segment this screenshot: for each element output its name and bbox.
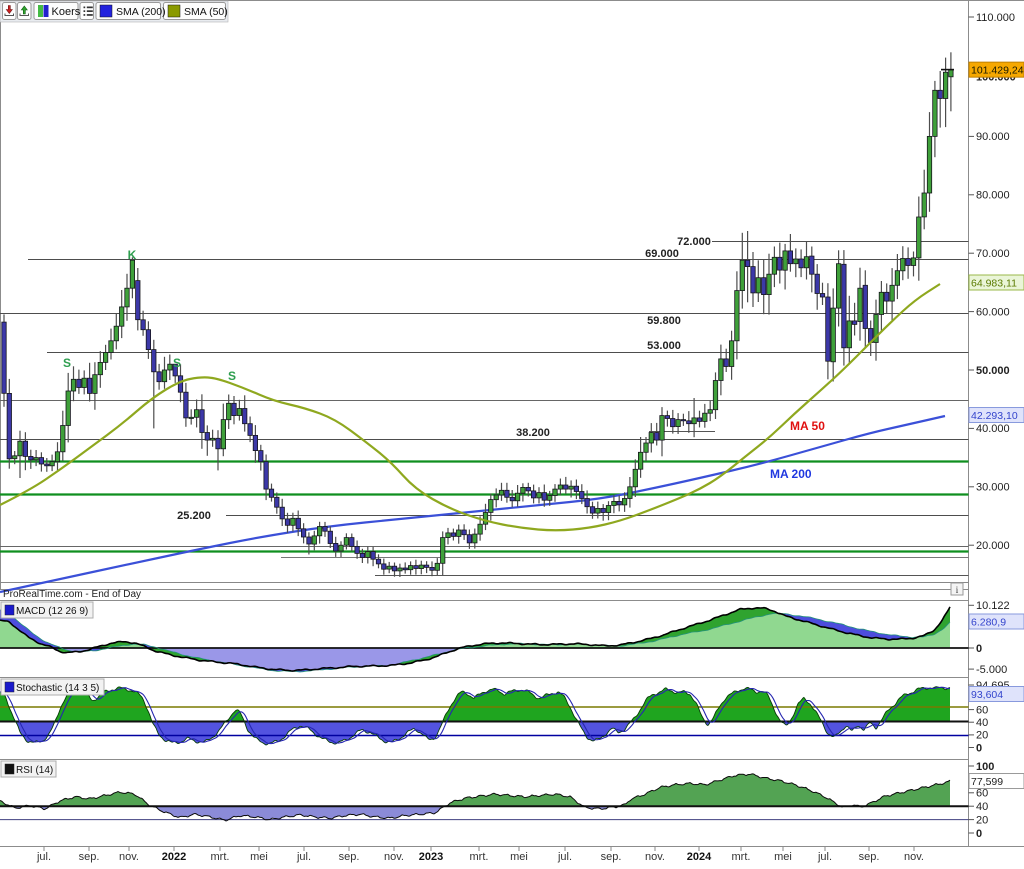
svg-text:0: 0 (976, 643, 982, 655)
svg-text:2024: 2024 (687, 851, 712, 863)
svg-text:80.000: 80.000 (976, 190, 1010, 202)
svg-text:MA 50: MA 50 (790, 419, 825, 433)
svg-text:77,599: 77,599 (971, 776, 1003, 788)
svg-text:jul.: jul. (557, 851, 572, 863)
svg-text:30.000: 30.000 (976, 482, 1010, 494)
svg-text:2023: 2023 (419, 851, 443, 863)
svg-text:jul.: jul. (817, 851, 832, 863)
svg-text:S: S (173, 356, 181, 370)
svg-text:64.983,11: 64.983,11 (971, 277, 1017, 289)
svg-text:jul.: jul. (36, 851, 51, 863)
svg-text:RSI (14): RSI (14) (16, 765, 53, 776)
svg-text:50.000: 50.000 (976, 365, 1010, 377)
svg-text:sep.: sep. (339, 851, 360, 863)
svg-text:Stochastic (14 3 5): Stochastic (14 3 5) (16, 683, 99, 694)
svg-text:38.200: 38.200 (516, 427, 550, 439)
svg-text:59.800: 59.800 (647, 315, 681, 327)
svg-text:nov.: nov. (119, 851, 139, 863)
svg-text:sep.: sep. (601, 851, 622, 863)
svg-text:100: 100 (976, 761, 994, 773)
svg-text:mei: mei (774, 851, 792, 863)
svg-text:42.293,10: 42.293,10 (971, 410, 1018, 422)
svg-text:MACD (12 26 9): MACD (12 26 9) (16, 606, 88, 617)
svg-text:101.429,24: 101.429,24 (971, 64, 1024, 76)
svg-text:40.000: 40.000 (976, 423, 1010, 435)
svg-text:nov.: nov. (645, 851, 665, 863)
svg-text:SMA (200): SMA (200) (116, 6, 166, 18)
svg-text:20.000: 20.000 (976, 540, 1010, 552)
svg-text:20: 20 (976, 730, 988, 742)
svg-text:69.000: 69.000 (645, 248, 679, 260)
svg-text:i: i (956, 585, 959, 595)
svg-text:0: 0 (976, 742, 982, 754)
svg-text:nov.: nov. (384, 851, 404, 863)
svg-text:20: 20 (976, 814, 988, 826)
svg-text:nov.: nov. (904, 851, 924, 863)
svg-text:MA 200: MA 200 (770, 467, 812, 481)
svg-text:0: 0 (976, 828, 982, 840)
svg-text:mei: mei (510, 851, 528, 863)
svg-text:60: 60 (976, 788, 988, 800)
svg-text:70.000: 70.000 (976, 248, 1010, 260)
svg-text:6.280,9: 6.280,9 (971, 616, 1006, 628)
svg-text:mrt.: mrt. (732, 851, 751, 863)
svg-text:10.122: 10.122 (976, 600, 1010, 612)
svg-text:40: 40 (976, 801, 988, 813)
svg-text:mrt.: mrt. (211, 851, 230, 863)
svg-text:-5.000: -5.000 (976, 664, 1007, 676)
svg-text:sep.: sep. (859, 851, 880, 863)
svg-text:2022: 2022 (162, 851, 186, 863)
svg-text:mrt.: mrt. (470, 851, 489, 863)
svg-text:SMA (50): SMA (50) (184, 6, 228, 18)
svg-text:ProRealTime.com - End of Day: ProRealTime.com - End of Day (3, 589, 141, 600)
svg-text:K: K (128, 248, 137, 262)
svg-text:40: 40 (976, 717, 988, 729)
svg-text:jul.: jul. (296, 851, 311, 863)
svg-text:S: S (228, 369, 236, 383)
svg-text:90.000: 90.000 (976, 131, 1010, 143)
svg-text:72.000: 72.000 (677, 236, 711, 248)
svg-text:60: 60 (976, 704, 988, 716)
svg-text:25.200: 25.200 (177, 510, 211, 522)
svg-text:60.000: 60.000 (976, 306, 1010, 318)
svg-text:53.000: 53.000 (647, 340, 681, 352)
svg-text:S: S (63, 356, 71, 370)
svg-text:110.000: 110.000 (976, 12, 1015, 24)
svg-text:Koers: Koers (52, 6, 81, 18)
svg-text:93,604: 93,604 (971, 689, 1003, 701)
svg-text:sep.: sep. (79, 851, 100, 863)
svg-text:mei: mei (250, 851, 268, 863)
